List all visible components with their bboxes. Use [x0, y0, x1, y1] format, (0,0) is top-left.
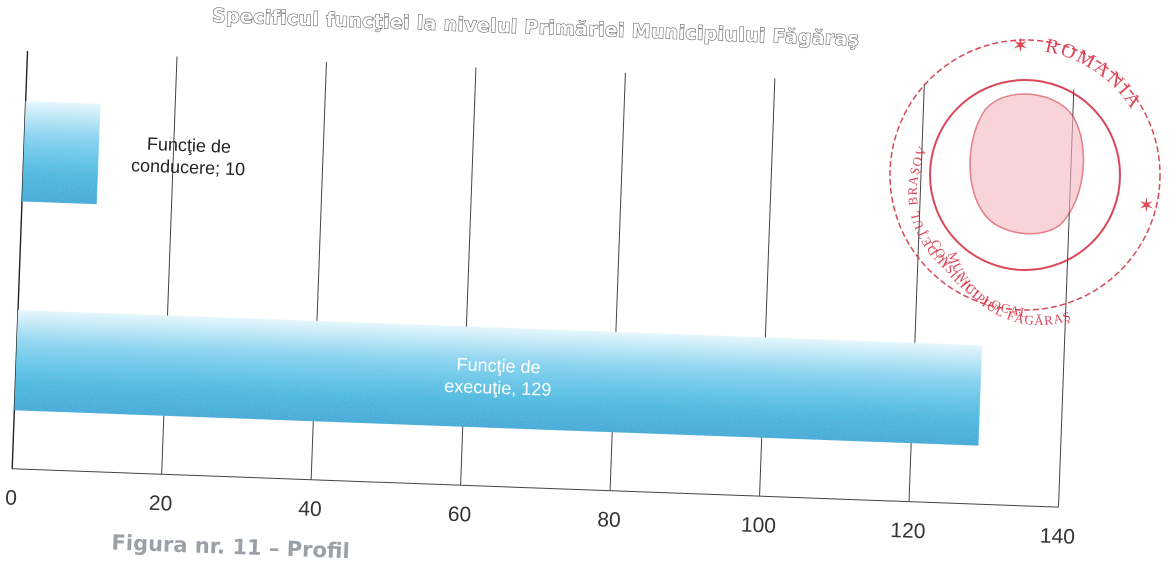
seal-star-icon: ✶	[1138, 195, 1157, 217]
x-axis-line	[12, 468, 1059, 508]
x-tick-label: 60	[447, 503, 471, 527]
seal-top-text: ROMANIA	[1043, 35, 1144, 114]
plot-area: Specificul funcţiei la nivelul Primăriei…	[5, 4, 1075, 563]
x-tick-label: 0	[5, 487, 18, 510]
data-label-line: Funcţie de	[456, 354, 541, 377]
data-label-line: Funcţie de	[147, 134, 232, 157]
gridlines	[11, 51, 1075, 508]
x-tick-label: 40	[298, 497, 322, 521]
chart-title: Specificul funcţiei la nivelul Primăriei…	[212, 5, 860, 51]
bar-functie-conducere	[21, 101, 101, 205]
x-axis-ticks: 0 20 40 60 80 100 120 140	[5, 487, 1075, 549]
seal-inner-text: CONSILIUL LOCAL	[928, 237, 1029, 320]
x-tick-label: 80	[597, 508, 621, 532]
svg-text:ROMANIA: ROMANIA	[1043, 35, 1146, 114]
bar-functie-executie	[14, 310, 983, 446]
x-tick-label: 100	[741, 514, 777, 538]
figure-caption: Figura nr. 11 – Profil	[111, 530, 350, 563]
data-label: Funcţie deconducere; 10	[131, 133, 247, 179]
svg-text:CONSILIUL LOCAL: CONSILIUL LOCAL	[928, 237, 1030, 320]
x-tick-label: 20	[148, 492, 172, 516]
bars	[14, 101, 983, 446]
data-label-line: execuţie, 129	[444, 376, 552, 400]
x-tick-label: 140	[1039, 524, 1075, 548]
data-label: Funcţie deexecuţie, 129	[444, 354, 553, 400]
seal-star-icon: ✶	[1012, 35, 1031, 57]
official-seal-icon: ROMANIA JUDEŢUL BRAŞOV MUNICIPIUL FĂGĂRA…	[889, 35, 1161, 328]
x-tick-label: 120	[890, 519, 926, 543]
data-label-line: conducere; 10	[131, 155, 246, 179]
